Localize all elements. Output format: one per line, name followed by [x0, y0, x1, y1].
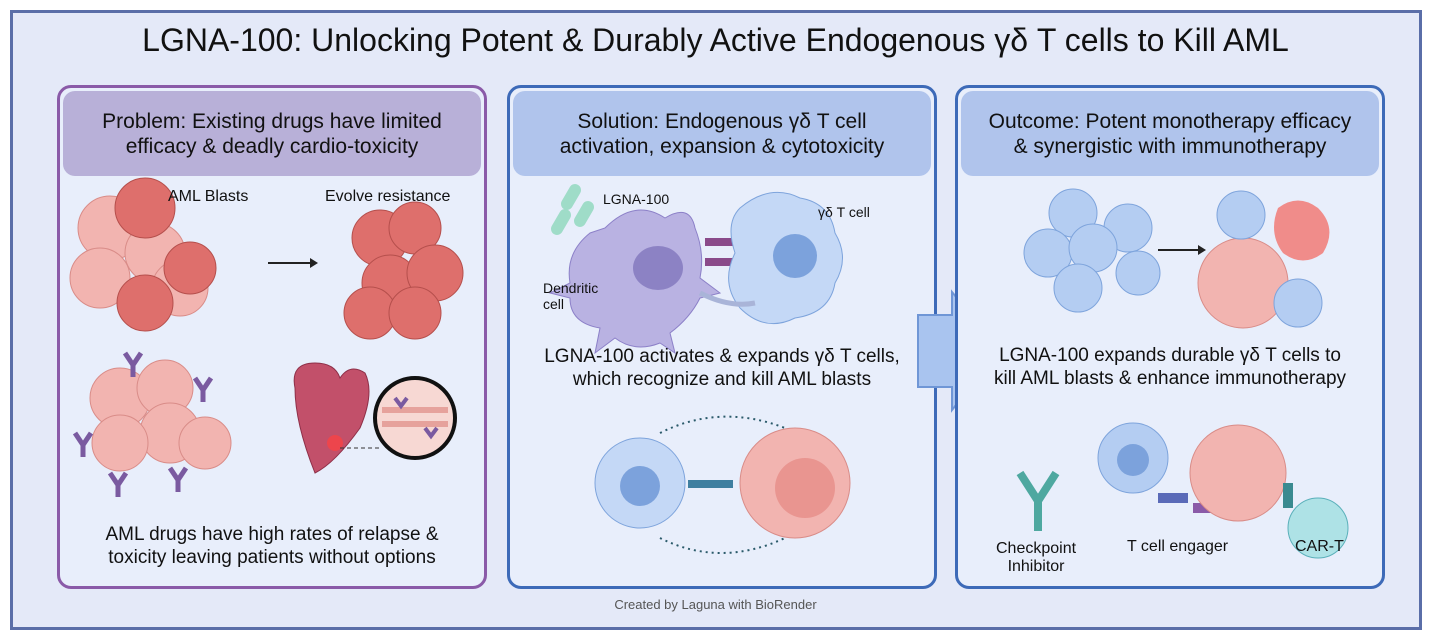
expanded-t-cells — [1023, 188, 1161, 313]
evolve-resistance-label: Evolve resistance — [325, 188, 451, 205]
heading-line: activation, expansion & cytotoxicity — [559, 134, 885, 158]
lgna-100-drug-icon — [551, 184, 594, 235]
solution-illustration — [548, 184, 851, 554]
lgna-100-label: LGNA-100 — [603, 191, 670, 207]
resistant-blasts-cluster — [343, 201, 464, 340]
label-line: Inhibitor — [1007, 558, 1065, 575]
killing-interaction — [594, 427, 851, 539]
dendritic-cell — [548, 209, 722, 355]
solution-caption: LGNA-100 activates & expands γδ T cells,… — [510, 345, 934, 391]
figure-title: LGNA-100: Unlocking Potent & Durably Act… — [142, 22, 1289, 58]
gd-t-cell-label: γδ T cell — [818, 204, 870, 220]
t-cell-engager-icon — [1097, 422, 1223, 513]
checkpoint-inhibitor-label: Checkpoint Inhibitor — [996, 540, 1076, 576]
problem-illustration — [69, 177, 464, 497]
label-line: Checkpoint — [996, 540, 1077, 557]
solution-heading: Solution: Endogenous γδ T cell activatio… — [513, 91, 931, 176]
caption-line: LGNA-100 activates & expands γδ T cells, — [544, 346, 900, 367]
t-cell-killing-blasts — [1197, 190, 1330, 329]
solution-panel: Solution: Endogenous γδ T cell activatio… — [507, 85, 937, 589]
gamma-delta-t-cell — [728, 191, 843, 325]
outcome-illustration — [1016, 188, 1349, 559]
dendritic-cell-label: Dendritic cell — [543, 280, 598, 312]
caption-line: which recognize and kill AML blasts — [572, 369, 872, 390]
outcome-caption: LGNA-100 expands durable γδ T cells to k… — [958, 344, 1382, 390]
aml-blasts-cluster — [69, 177, 217, 332]
outcome-panel: Outcome: Potent monotherapy efficacy & s… — [955, 85, 1385, 589]
problem-panel: Problem: Existing drugs have limited eff… — [57, 85, 487, 589]
caption-line: LGNA-100 expands durable γδ T cells to — [999, 345, 1341, 366]
problem-heading: Problem: Existing drugs have limited eff… — [63, 91, 481, 176]
caption-line: kill AML blasts & enhance immunotherapy — [993, 368, 1347, 389]
receptor-ligand-pairs — [705, 238, 735, 266]
outcome-heading: Outcome: Potent monotherapy efficacy & s… — [961, 91, 1379, 176]
aml-blasts-label: AML Blasts — [168, 188, 249, 205]
problem-caption: AML drugs have high rates of relapse & t… — [60, 523, 484, 569]
car-t-icon — [1189, 424, 1349, 559]
caption-line: toxicity leaving patients without option… — [108, 547, 436, 568]
t-cell-engager-label: T cell engager — [1127, 538, 1229, 555]
heading-line: & synergistic with immunotherapy — [1013, 134, 1327, 158]
arrow-icon — [1198, 245, 1206, 255]
cardiomyocyte-zoom-icon — [373, 376, 457, 460]
checkpoint-inhibitor-icon — [1016, 470, 1060, 531]
caption-line: AML drugs have high rates of relapse & — [105, 524, 439, 545]
antibody-icons — [72, 351, 214, 497]
heading-line: Outcome: Potent monotherapy efficacy — [988, 109, 1352, 133]
heart-icon — [293, 362, 370, 474]
heading-line: Problem: Existing drugs have limited — [102, 109, 442, 133]
antibody-bound-blasts — [89, 359, 232, 472]
car-t-label: CAR-T — [1295, 538, 1344, 555]
footer-credit: Created by Laguna with BioRender — [614, 597, 817, 612]
heading-line: efficacy & deadly cardio-toxicity — [125, 134, 419, 158]
label-line: cell — [543, 296, 565, 312]
heading-line: Solution: Endogenous γδ T cell — [577, 109, 867, 133]
label-line: Dendritic — [543, 280, 599, 296]
